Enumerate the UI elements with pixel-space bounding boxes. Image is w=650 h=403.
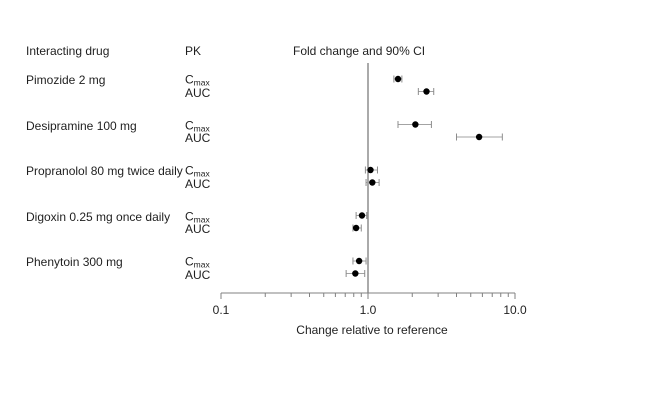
drug-label: Desipramine 100 mg [26,118,137,133]
estimate-dot [355,257,363,265]
x-axis-title: Change relative to reference [296,323,448,337]
pk-label: Cmax [185,163,210,179]
pk-label-base: AUC [185,267,211,282]
pk-label: Cmax [185,72,210,88]
pk-label-base: C [185,209,194,223]
pk-label: Cmax [185,118,210,133]
pk-label: AUC [185,178,210,190]
drug-label: Pimozide 2 mg [26,73,106,87]
pk-label-base: AUC [185,131,211,145]
pk-label-base: C [185,118,194,132]
pk-label: Cmax [185,254,210,270]
x-tick-label: 10.0 [503,303,527,317]
pk-label-base: C [185,72,194,87]
estimate-dot [423,88,430,95]
x-tick-label: 0.1 [213,303,230,317]
estimate-dot [394,75,402,83]
estimate-dot [475,133,483,141]
pk-label-base: AUC [185,222,211,236]
pk-label-base: AUC [185,85,211,100]
drug-label: Digoxin 0.25 mg once daily [26,209,171,224]
estimate-dot [367,166,374,174]
chart-title: Fold change and 90% CI [293,44,426,58]
estimate-dot [412,121,419,128]
drug-label: Phenytoin 300 mg [26,255,123,269]
pk-label: AUC [185,87,210,99]
drug-label: Propranolol 80 mg twice daily [26,164,183,178]
pk-label: AUC [185,269,210,281]
x-tick-label: 1.0 [360,303,377,317]
pk-label-subscript: max [193,168,210,179]
estimate-dot [369,179,376,186]
pk-label-subscript: max [193,77,210,88]
pk-label: AUC [185,132,210,144]
pk-label: Cmax [185,209,210,224]
pk-label-base: C [185,254,194,269]
pk-label-subscript: max [193,259,210,270]
estimate-dot [358,212,366,219]
estimate-dot [352,270,359,277]
column-header-interacting-drug: Interacting drug [26,44,110,58]
pk-label: AUC [185,223,210,235]
pk-label-base: AUC [185,176,211,191]
pk-label-subscript: max [193,123,210,133]
column-header-pk: PK [185,44,202,58]
pk-label-base: C [185,163,194,178]
estimate-dot [352,224,360,232]
pk-label-subscript: max [193,214,210,224]
